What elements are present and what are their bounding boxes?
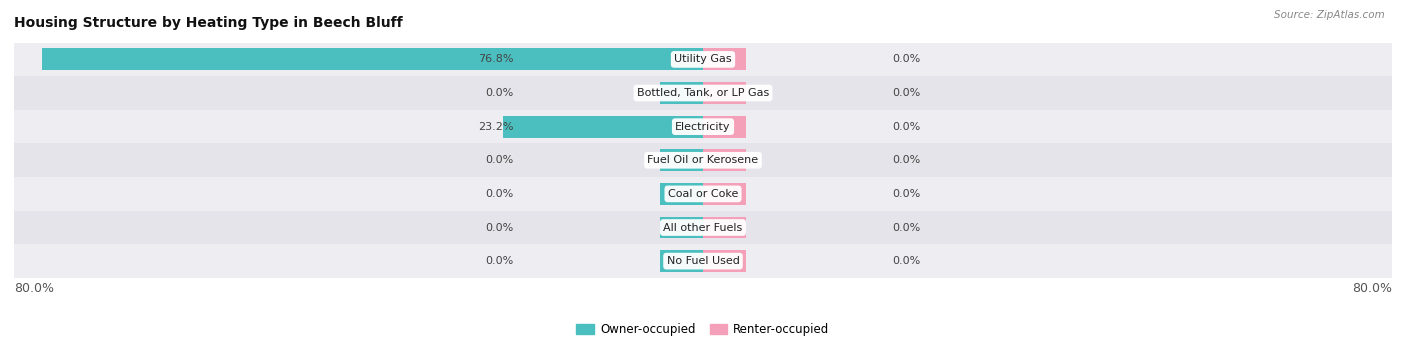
- Text: No Fuel Used: No Fuel Used: [666, 256, 740, 266]
- Text: Fuel Oil or Kerosene: Fuel Oil or Kerosene: [647, 155, 759, 165]
- Text: 0.0%: 0.0%: [485, 88, 513, 98]
- Legend: Owner-occupied, Renter-occupied: Owner-occupied, Renter-occupied: [572, 318, 834, 341]
- Bar: [703, 116, 747, 137]
- Text: 0.0%: 0.0%: [485, 189, 513, 199]
- Bar: [659, 82, 703, 104]
- Text: Utility Gas: Utility Gas: [675, 55, 731, 64]
- Bar: [703, 217, 747, 238]
- Text: Source: ZipAtlas.com: Source: ZipAtlas.com: [1274, 10, 1385, 20]
- Text: 0.0%: 0.0%: [893, 88, 921, 98]
- Bar: [14, 43, 1392, 76]
- Bar: [703, 183, 747, 205]
- Text: 0.0%: 0.0%: [485, 256, 513, 266]
- Text: 0.0%: 0.0%: [485, 223, 513, 233]
- Bar: [659, 217, 703, 238]
- Bar: [503, 116, 703, 137]
- Bar: [659, 149, 703, 171]
- Text: 80.0%: 80.0%: [14, 282, 53, 295]
- Text: Housing Structure by Heating Type in Beech Bluff: Housing Structure by Heating Type in Bee…: [14, 16, 402, 30]
- Text: 23.2%: 23.2%: [478, 122, 513, 132]
- Text: 0.0%: 0.0%: [485, 155, 513, 165]
- Bar: [703, 82, 747, 104]
- Text: 0.0%: 0.0%: [893, 155, 921, 165]
- Bar: [703, 250, 747, 272]
- Bar: [14, 76, 1392, 110]
- Text: 0.0%: 0.0%: [893, 223, 921, 233]
- Bar: [703, 48, 747, 70]
- Bar: [14, 211, 1392, 244]
- Text: 80.0%: 80.0%: [1353, 282, 1392, 295]
- Bar: [659, 250, 703, 272]
- Text: Electricity: Electricity: [675, 122, 731, 132]
- Text: 0.0%: 0.0%: [893, 189, 921, 199]
- Bar: [14, 244, 1392, 278]
- Bar: [703, 149, 747, 171]
- Text: 0.0%: 0.0%: [893, 256, 921, 266]
- Bar: [659, 183, 703, 205]
- Text: All other Fuels: All other Fuels: [664, 223, 742, 233]
- Text: 0.0%: 0.0%: [893, 122, 921, 132]
- Text: Bottled, Tank, or LP Gas: Bottled, Tank, or LP Gas: [637, 88, 769, 98]
- Text: 76.8%: 76.8%: [478, 55, 513, 64]
- Bar: [14, 110, 1392, 144]
- Bar: [14, 177, 1392, 211]
- Bar: [42, 48, 703, 70]
- Text: 0.0%: 0.0%: [893, 55, 921, 64]
- Text: Coal or Coke: Coal or Coke: [668, 189, 738, 199]
- Bar: [14, 144, 1392, 177]
